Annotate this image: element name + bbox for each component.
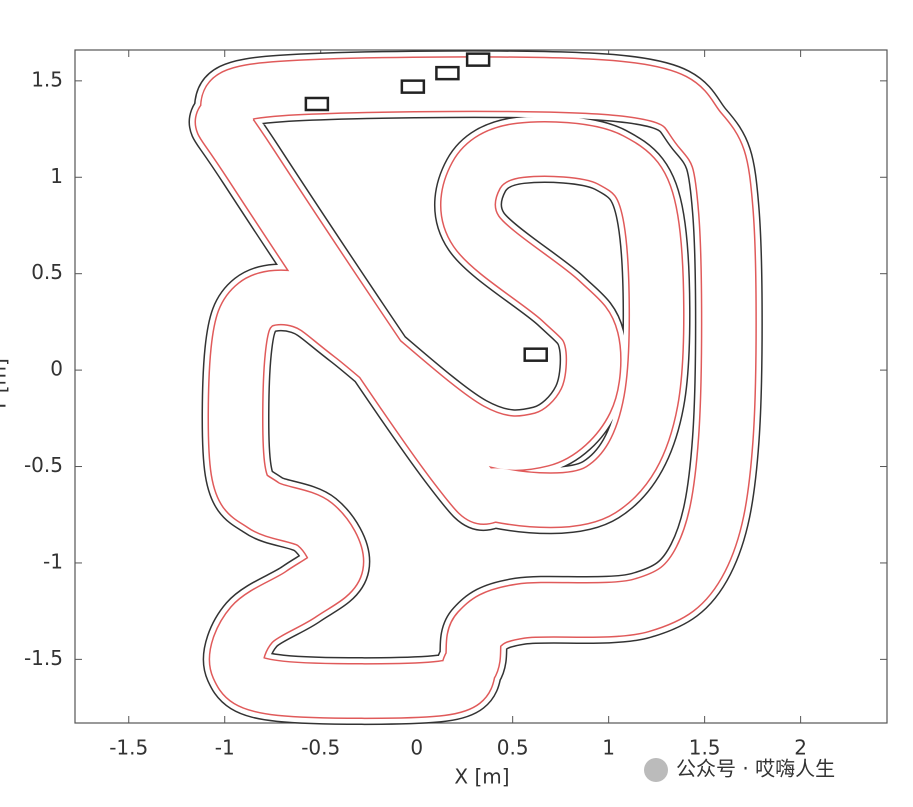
- y-tick-label: -1.5: [24, 646, 63, 670]
- x-tick-label: 2: [794, 736, 807, 760]
- x-axis-label: X [m]: [454, 765, 509, 789]
- x-tick-label: 0: [410, 736, 423, 760]
- watermark-icon: [644, 758, 668, 782]
- y-tick-label: -1: [43, 549, 63, 573]
- watermark-text: 公众号 · 哎嗨人生: [676, 757, 835, 781]
- obstacle: [465, 52, 491, 67]
- obstacle: [400, 79, 426, 94]
- obstacle: [523, 347, 548, 362]
- x-tick-label: -1: [215, 736, 235, 760]
- x-tick-label: -0.5: [301, 736, 340, 760]
- y-tick-label: 0.5: [31, 260, 63, 284]
- x-tick-label: -1.5: [109, 736, 148, 760]
- y-axis-label: Y [m]: [0, 358, 11, 413]
- y-tick-label: 1: [50, 164, 63, 188]
- obstacle: [435, 65, 460, 81]
- x-tick-label: 1: [602, 736, 615, 760]
- track: [188, 50, 763, 726]
- watermark: 公众号 · 哎嗨人生: [644, 757, 835, 782]
- y-tick-label: 0: [50, 357, 63, 381]
- track-line: [196, 57, 756, 718]
- plot-frame: [74, 49, 888, 724]
- y-tick-label: -0.5: [24, 453, 63, 477]
- y-tick-label: 1.5: [31, 67, 63, 91]
- x-tick-label: 0.5: [497, 736, 529, 760]
- obstacle: [304, 96, 330, 112]
- x-tick-label: 1.5: [689, 736, 721, 760]
